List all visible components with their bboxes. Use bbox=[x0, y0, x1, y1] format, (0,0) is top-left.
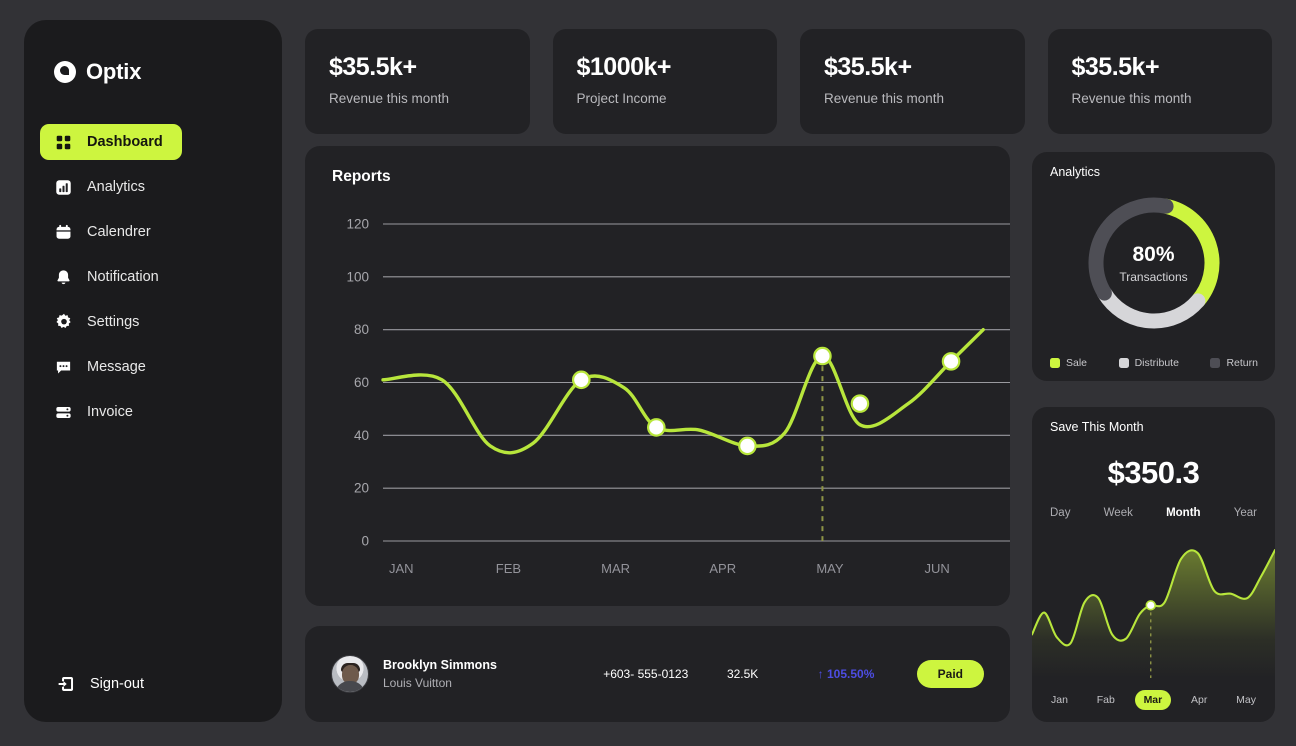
calendar-icon bbox=[54, 223, 73, 242]
customer-amount: 32.5K bbox=[726, 667, 759, 681]
sidebar-item-dashboard[interactable]: Dashboard bbox=[40, 124, 182, 160]
stat-card[interactable]: $35.5k+ Revenue this month bbox=[800, 29, 1025, 134]
sidebar-item-label: Settings bbox=[87, 314, 140, 330]
sidebar-item-analytics[interactable]: Analytics bbox=[40, 169, 266, 205]
legend-item-sale[interactable]: Sale bbox=[1050, 357, 1087, 369]
sign-out-icon bbox=[56, 674, 76, 694]
range-tabs: Day Week Month Year bbox=[1050, 507, 1257, 519]
stat-label: Project Income bbox=[576, 91, 667, 106]
sidebar-nav: Dashboard Analytics Calendrer Notificati… bbox=[24, 124, 282, 430]
stat-value: $35.5k+ bbox=[1071, 53, 1160, 81]
brand: Optix bbox=[24, 40, 282, 90]
sidebar-item-label: Dashboard bbox=[87, 134, 163, 150]
svg-text:20: 20 bbox=[354, 481, 369, 496]
save-title: Save This Month bbox=[1050, 420, 1144, 434]
stat-card[interactable]: $35.5k+ Revenue this month bbox=[1047, 29, 1272, 134]
stat-card[interactable]: $1000k+ Project Income bbox=[552, 29, 777, 134]
legend-label: Sale bbox=[1066, 357, 1088, 369]
stat-label: Revenue this month bbox=[1071, 91, 1192, 106]
sidebar-item-label: Calendrer bbox=[87, 224, 151, 240]
tab-month[interactable]: Month bbox=[1166, 507, 1201, 519]
legend-swatch bbox=[1210, 358, 1221, 368]
sidebar-item-calendrer[interactable]: Calendrer bbox=[40, 214, 266, 250]
reports-panel: Reports 120 100 80 60 40 20 0 JAN FEB MAR APR MAY JU… bbox=[305, 146, 1010, 606]
svg-text:MAR: MAR bbox=[601, 561, 630, 576]
stat-value: $35.5k+ bbox=[329, 53, 417, 81]
month-selector: Jan Fab Mar Apr May bbox=[1042, 690, 1265, 710]
month-mar[interactable]: Mar bbox=[1134, 690, 1172, 710]
legend-item-return[interactable]: Return bbox=[1210, 357, 1258, 369]
month-fab[interactable]: Fab bbox=[1096, 694, 1115, 706]
legend-label: Return bbox=[1226, 357, 1258, 369]
analytics-donut-chart[interactable]: 80% Transactions bbox=[1082, 191, 1226, 335]
sidebar-item-label: Notification bbox=[87, 269, 159, 285]
legend-swatch bbox=[1118, 358, 1129, 368]
avatar bbox=[331, 655, 369, 693]
stat-cards: $35.5k+ Revenue this month $1000k+ Proje… bbox=[305, 29, 1272, 134]
month-jan[interactable]: Jan bbox=[1051, 694, 1068, 706]
analytics-legend: Sale Distribute Return bbox=[1050, 357, 1258, 369]
gear-icon bbox=[54, 313, 73, 332]
chat-icon bbox=[54, 358, 73, 377]
tab-year[interactable]: Year bbox=[1233, 507, 1257, 519]
save-area-chart[interactable] bbox=[1032, 510, 1275, 678]
donut-center: 80% Transactions bbox=[1082, 191, 1226, 335]
grid-icon bbox=[54, 133, 73, 152]
sidebar-item-invoice[interactable]: Invoice bbox=[40, 394, 266, 430]
customer-phone: +603- 555-0123 bbox=[603, 667, 689, 681]
legend-item-distribute[interactable]: Distribute bbox=[1118, 357, 1179, 369]
svg-text:120: 120 bbox=[346, 217, 369, 232]
sidebar-item-label: Invoice bbox=[87, 404, 133, 420]
analytics-title: Analytics bbox=[1050, 165, 1101, 179]
svg-text:FEB: FEB bbox=[496, 561, 521, 576]
legend-label: Distribute bbox=[1134, 357, 1179, 369]
svg-text:40: 40 bbox=[354, 428, 369, 443]
sidebar-item-notification[interactable]: Notification bbox=[40, 259, 266, 295]
svg-text:MAY: MAY bbox=[816, 561, 844, 576]
bell-icon bbox=[54, 268, 73, 287]
month-may[interactable]: May bbox=[1236, 694, 1256, 706]
month-apr[interactable]: Apr bbox=[1191, 694, 1208, 706]
reports-line-chart[interactable]: 120 100 80 60 40 20 0 JAN FEB MAR APR MAY JUN bbox=[305, 146, 1010, 606]
customer-trend: ↑ 105.50% bbox=[817, 667, 875, 681]
sidebar: Optix Dashboard Analytics Calendrer bbox=[24, 20, 282, 722]
svg-text:APR: APR bbox=[709, 561, 736, 576]
brand-name: Optix bbox=[86, 59, 142, 84]
legend-swatch bbox=[1050, 358, 1060, 368]
tab-week[interactable]: Week bbox=[1103, 507, 1133, 519]
stat-label: Revenue this month bbox=[824, 91, 945, 106]
stat-label: Revenue this month bbox=[329, 91, 450, 106]
sidebar-item-message[interactable]: Message bbox=[40, 349, 266, 385]
sidebar-item-label: Message bbox=[87, 359, 146, 375]
customer-row[interactable]: Brooklyn Simmons Louis Vuitton +603- 555… bbox=[305, 626, 1010, 722]
svg-text:100: 100 bbox=[346, 269, 369, 284]
donut-percent: 80% bbox=[1132, 242, 1175, 266]
tab-day[interactable]: Day bbox=[1050, 507, 1071, 519]
sidebar-item-settings[interactable]: Settings bbox=[40, 304, 266, 340]
customer-identity: Brooklyn Simmons Louis Vuitton bbox=[331, 655, 603, 693]
sidebar-item-label: Analytics bbox=[87, 179, 146, 195]
svg-text:JAN: JAN bbox=[389, 561, 414, 576]
svg-text:80: 80 bbox=[354, 322, 369, 337]
bar-chart-icon bbox=[54, 178, 73, 197]
stat-card[interactable]: $35.5k+ Revenue this month bbox=[305, 29, 530, 134]
sign-out-button[interactable]: Sign-out bbox=[56, 674, 144, 694]
customer-name: Brooklyn Simmons bbox=[383, 658, 497, 672]
stat-value: $35.5k+ bbox=[824, 53, 912, 81]
sign-out-label: Sign-out bbox=[90, 676, 145, 692]
save-amount: $350.3 bbox=[1107, 455, 1200, 490]
svg-text:60: 60 bbox=[354, 375, 369, 390]
svg-text:JUN: JUN bbox=[924, 561, 949, 576]
customer-company: Louis Vuitton bbox=[383, 676, 452, 690]
save-this-month-panel: Save This Month $350.3 Day Week Month Ye… bbox=[1032, 407, 1275, 722]
optix-logo-icon bbox=[54, 61, 76, 83]
donut-caption: Transactions bbox=[1119, 269, 1188, 284]
svg-text:0: 0 bbox=[361, 534, 369, 549]
analytics-panel: Analytics 80% Transactions Sale Distribu… bbox=[1032, 152, 1275, 381]
page-title: Reports bbox=[332, 168, 391, 185]
stat-value: $1000k+ bbox=[576, 53, 672, 81]
status-badge[interactable]: Paid bbox=[916, 660, 984, 688]
invoice-icon bbox=[54, 403, 73, 422]
